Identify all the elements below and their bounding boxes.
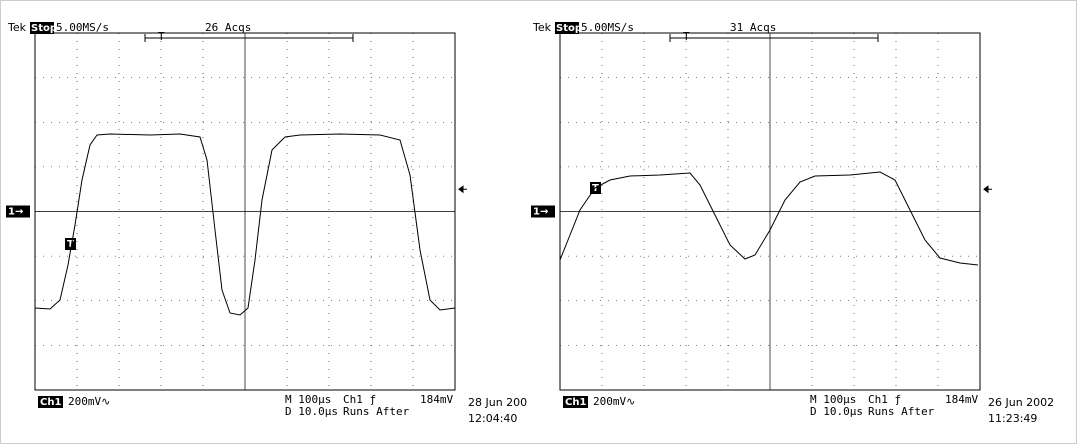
trigger-level: 184mV [945,393,978,406]
level-arrow [458,185,467,194]
trigger-marker: T [592,183,599,194]
waveform [34,133,456,316]
state-box [555,22,579,34]
trigger-marker: T [67,239,74,250]
scale: 200mV∿ [593,395,635,408]
time: 12:04:40 [468,412,517,425]
trigger-source: Ch1 ƒ [868,393,901,406]
date: 26 Jun 2002 [988,396,1054,409]
record-bracket [669,34,879,42]
delay: D 10.0µs [285,405,338,418]
state: Stop: [31,23,61,34]
channel-box [38,396,63,408]
channel-marker-box [531,205,555,218]
date: 28 Jun 200 [468,396,527,409]
sample-rate: 5.00MS/s [581,21,634,34]
timebase: M 100µs [810,393,856,406]
trigger-marker-box [65,238,76,250]
channel-marker-box [6,205,30,218]
state: Stop: [556,23,586,34]
timebase: M 100µs [285,393,331,406]
trigger-position: T [158,30,165,43]
state-box [30,22,54,34]
delay: D 10.0µs [810,405,863,418]
sample-rate: 5.00MS/s [56,21,109,34]
level-arrow [983,185,992,194]
acquisitions: 31 Acqs [730,21,776,34]
record-bracket [144,34,354,42]
time: 11:23:49 [988,412,1037,425]
channel: Ch1 [40,397,61,408]
trigger-mode: Runs After [868,405,935,418]
acquisitions: 26 Acqs [205,21,251,34]
brand: Tek [7,21,27,34]
channel-box [563,396,588,408]
channel-marker: 1→ [533,207,548,218]
channel: Ch1 [565,397,586,408]
trigger-mode: Runs After [343,405,410,418]
channel-marker: 1→ [8,207,23,218]
brand: Tek [532,21,552,34]
waveform [559,171,979,266]
scale: 200mV∿ [68,395,110,408]
trigger-position: T [683,30,690,43]
trigger-level: 184mV [420,393,453,406]
trigger-source: Ch1 ƒ [343,393,376,406]
